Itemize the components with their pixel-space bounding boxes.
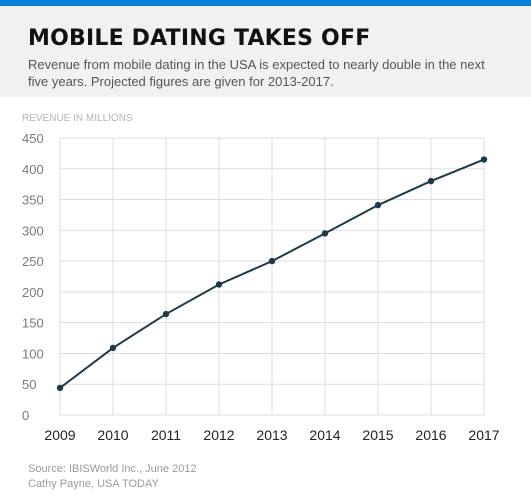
line-chart: REVENUE IN MILLIONS 0 50 100 150 200 250 300 35… (22, 113, 500, 443)
data-point (321, 230, 329, 237)
data-point (374, 201, 382, 209)
x-tick-label: 2009 (44, 427, 75, 443)
y-tick-labels: 0 50 100 150 200 250 300 350 400 450 (22, 131, 44, 423)
x-tick-labels: 2009 2010 2011 2012 2013 2014 2015 2016 2017 (44, 427, 499, 443)
y-tick-label: 400 (22, 162, 44, 177)
data-point (162, 310, 170, 318)
chart-area: REVENUE IN MILLIONS 0 50 100 150 200 250 300 35… (0, 100, 531, 452)
x-tick-label: 2012 (203, 427, 234, 443)
y-tick-label: 350 (22, 193, 44, 208)
x-tick-label: 2013 (256, 427, 287, 443)
x-tick-label: 2015 (362, 427, 393, 443)
data-points (56, 156, 488, 392)
y-tick-label: 150 (22, 316, 44, 331)
grid-lines (59, 137, 485, 416)
y-tick-label: 50 (22, 377, 36, 392)
y-tick-label: 200 (22, 285, 44, 300)
accent-bar (0, 0, 531, 6)
credit-note: Cathy Payne, USA TODAY (28, 478, 159, 490)
x-tick-label: 2010 (97, 427, 128, 443)
data-point (109, 344, 117, 352)
y-tick-label: 450 (22, 131, 44, 146)
y-tick-label: 100 (22, 346, 44, 361)
y-axis-label: REVENUE IN MILLIONS (22, 113, 133, 124)
data-point (480, 156, 488, 163)
x-tick-label: 2016 (415, 427, 446, 443)
data-point (268, 257, 276, 265)
x-tick-label: 2014 (309, 427, 340, 443)
y-tick-label: 300 (22, 223, 44, 238)
page-subtitle: Revenue from mobile dating in the USA is… (28, 57, 485, 89)
header-panel (0, 6, 531, 97)
x-tick-label: 2011 (151, 427, 181, 443)
x-tick-label: 2017 (468, 427, 499, 443)
y-tick-label: 250 (22, 254, 44, 269)
data-point (56, 384, 64, 392)
y-tick-label: 0 (22, 408, 29, 423)
source-note: Source: IBISWorld Inc., June 2012 (28, 463, 197, 475)
data-point (427, 177, 435, 185)
data-point (215, 281, 223, 288)
page-title: MOBILE DATING TAKES OFF (28, 26, 371, 51)
